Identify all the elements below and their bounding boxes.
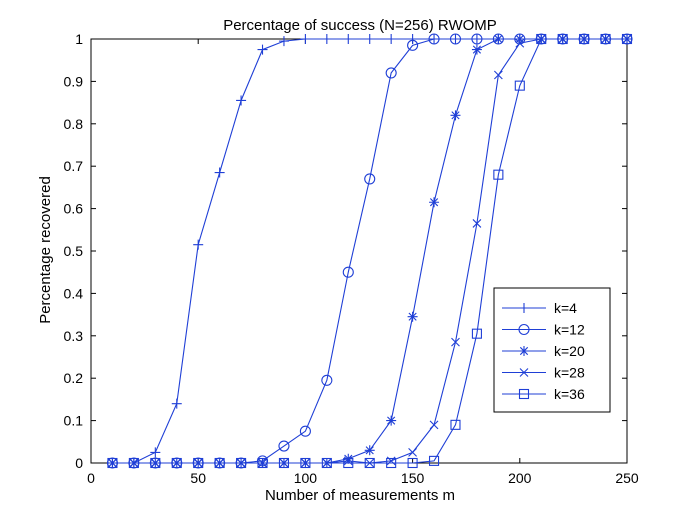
- data-point: [471, 44, 482, 55]
- data-point: [236, 457, 247, 469]
- data-point: [342, 266, 354, 278]
- data-point: [408, 448, 417, 457]
- data-point: [514, 34, 525, 44]
- data-point: [450, 110, 461, 121]
- data-point: [150, 447, 161, 458]
- data-point: [171, 398, 182, 409]
- legend-label: k=28: [554, 365, 585, 381]
- legend-label: k=20: [554, 343, 585, 359]
- data-point: [385, 67, 397, 79]
- y-tick-label: 0.1: [64, 413, 84, 429]
- data-point: [471, 33, 483, 45]
- data-point: [471, 328, 482, 339]
- data-point: [278, 440, 290, 452]
- legend-label: k=12: [554, 322, 585, 338]
- y-axis-title: Percentage recovered: [37, 176, 54, 324]
- data-point: [557, 33, 568, 45]
- data-point: [257, 457, 268, 469]
- data-point: [364, 445, 375, 456]
- data-point: [579, 33, 590, 45]
- data-point: [472, 219, 482, 228]
- plot-area: 0 50 100 150 200 250 0 0.1 0.2 0.3 0.4 0.5 0.6 0.7 0.8…: [64, 31, 639, 486]
- y-tick-label: 0.8: [64, 116, 84, 132]
- x-tick-label: 100: [294, 470, 318, 486]
- data-point: [386, 415, 397, 426]
- data-point: [193, 239, 204, 250]
- y-tick-label: 0.3: [64, 328, 84, 344]
- data-point: [343, 457, 354, 469]
- data-point: [429, 197, 440, 208]
- y-tick-label: 0.2: [64, 370, 84, 386]
- x-tick-label: 200: [508, 470, 532, 486]
- x-tick-label: 250: [615, 470, 639, 486]
- x-tick-label: 150: [401, 470, 425, 486]
- data-point: [450, 419, 461, 430]
- y-tick-label: 0.9: [64, 73, 84, 89]
- legend-marker: [519, 368, 529, 377]
- data-point: [364, 34, 375, 44]
- legend-marker: [518, 388, 530, 400]
- legend-marker: [519, 346, 529, 356]
- data-point: [428, 33, 440, 45]
- data-point: [386, 34, 397, 44]
- data-point: [407, 457, 418, 469]
- legend-label: k=4: [554, 300, 577, 316]
- data-point: [107, 457, 118, 469]
- legend-marker: [518, 323, 530, 336]
- chart-title: Percentage of success (N=256) RWOMP: [223, 17, 497, 34]
- y-tick-label: 0.6: [64, 201, 84, 217]
- data-point: [321, 374, 333, 386]
- data-point: [407, 34, 418, 44]
- data-point: [600, 33, 611, 45]
- data-point: [493, 70, 503, 80]
- x-tick-label: 50: [190, 470, 206, 486]
- data-point: [128, 457, 139, 469]
- data-point: [171, 457, 182, 469]
- data-point: [214, 457, 225, 469]
- data-point: [514, 80, 525, 91]
- data-point: [321, 34, 332, 44]
- data-point: [278, 457, 290, 469]
- data-point: [621, 33, 633, 45]
- data-point: [407, 39, 419, 51]
- y-tick-label: 0.4: [64, 285, 84, 301]
- series-line: [112, 38, 627, 464]
- data-point: [236, 95, 247, 106]
- data-point: [300, 457, 311, 469]
- y-tick-label: 1: [75, 31, 83, 47]
- legend-marker: [519, 303, 529, 313]
- data-point: [299, 425, 311, 437]
- y-tick-label: 0.5: [64, 243, 84, 259]
- data-point: [343, 34, 354, 44]
- legend-label: k=36: [554, 386, 585, 402]
- data-point: [451, 337, 460, 347]
- data-point: [364, 457, 375, 469]
- data-point: [214, 167, 225, 178]
- y-tick-label: 0: [75, 455, 83, 471]
- data-point: [193, 457, 204, 469]
- data-point: [386, 457, 397, 469]
- data-point: [429, 420, 439, 430]
- legend: k=4 k=12 k=20 k=28 k=36: [493, 287, 611, 413]
- x-tick-label: 0: [87, 470, 95, 486]
- data-point: [515, 38, 525, 48]
- data-point: [364, 173, 376, 185]
- data-point: [278, 36, 289, 47]
- data-point: [407, 311, 418, 322]
- data-point: [449, 33, 462, 45]
- legend-box: [493, 287, 611, 413]
- data-point: [257, 44, 268, 55]
- data-point: [493, 169, 504, 180]
- data-point: [428, 455, 440, 466]
- x-axis-title: Number of measurements m: [265, 487, 455, 504]
- data-point: [300, 34, 311, 44]
- data-point: [321, 457, 332, 469]
- series-k-36: [107, 33, 633, 469]
- data-point: [536, 33, 547, 45]
- y-tick-label: 0.7: [64, 158, 84, 174]
- data-point: [150, 457, 161, 469]
- data-point: [493, 34, 504, 44]
